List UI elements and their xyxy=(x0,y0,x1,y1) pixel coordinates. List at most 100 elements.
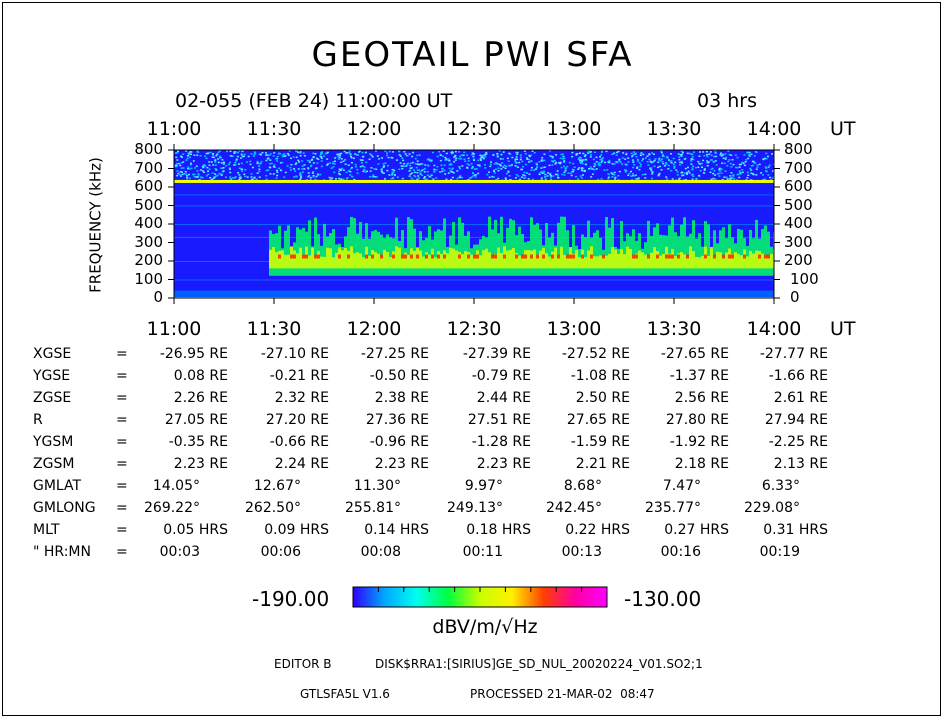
version-label: GTLSFA5L V1.6 xyxy=(300,687,390,701)
orbit-value: 7.47° xyxy=(662,478,701,494)
orbit-value: 0.18 HRS xyxy=(466,522,531,538)
orbit-value: -1.37 RE xyxy=(669,368,729,384)
orbit-value: -27.39 RE xyxy=(462,346,531,362)
orbit-value: -27.10 RE xyxy=(260,346,329,362)
narrowband-line xyxy=(174,179,774,183)
orbit-value: 9.97° xyxy=(464,478,503,494)
low-frequency-band xyxy=(174,290,774,298)
orbit-row-equals: = xyxy=(116,522,128,538)
y-tick-label-left: 400 xyxy=(134,214,163,232)
orbit-row-label: MLT xyxy=(33,522,60,538)
orbit-value: -27.25 RE xyxy=(360,346,429,362)
orbit-value: 27.94 RE xyxy=(764,412,828,428)
x-tick-label-bottom: 11:30 xyxy=(246,318,302,340)
orbit-value: -0.79 RE xyxy=(471,368,531,384)
chart-axes xyxy=(168,144,780,304)
orbit-row-label: ZGSM xyxy=(33,456,75,472)
orbit-value: 6.33° xyxy=(761,478,800,494)
orbit-value: 2.56 RE xyxy=(674,390,729,406)
orbit-value: 0.14 HRS xyxy=(364,522,429,538)
orbit-value: 235.77° xyxy=(645,500,701,516)
orbit-value: -1.08 RE xyxy=(570,368,630,384)
orbit-row-label: GMLONG xyxy=(33,500,96,516)
spectrogram-plot-area xyxy=(174,150,774,298)
x-tick-label-bottom: 11:00 xyxy=(146,318,202,340)
orbit-value: -26.95 RE xyxy=(159,346,228,362)
orbit-value: 242.45° xyxy=(546,500,602,516)
orbit-value: 00:11 xyxy=(462,544,503,560)
orbit-row-label: YGSE xyxy=(33,368,71,384)
orbit-row-equals: = xyxy=(116,500,128,516)
orbit-value: 0.08 RE xyxy=(173,368,228,384)
orbit-value: -0.66 RE xyxy=(269,434,329,450)
orbit-value: -0.50 RE xyxy=(369,368,429,384)
y-tick-label-right: 100 xyxy=(790,269,819,288)
colorbar-max-label: -130.00 xyxy=(624,587,702,611)
x-unit-bottom: UT xyxy=(830,318,856,340)
x-tick-label-top: 11:30 xyxy=(246,118,302,140)
x-tick-label-top: 13:00 xyxy=(546,118,602,140)
x-tick-label-bottom: 12:00 xyxy=(346,318,402,340)
orbit-value: -0.35 RE xyxy=(168,434,228,450)
orbit-value: 14.05° xyxy=(152,478,200,494)
orbit-value: 27.05 RE xyxy=(164,412,228,428)
x-unit-top: UT xyxy=(830,118,856,140)
orbit-value: 262.50° xyxy=(245,500,301,516)
orbit-value: 269.22° xyxy=(144,500,200,516)
orbit-value: 2.24 RE xyxy=(274,456,329,472)
page-title: GEOTAIL PWI SFA xyxy=(311,35,634,75)
orbit-value: 0.27 HRS xyxy=(664,522,729,538)
orbit-row-label: GMLAT xyxy=(33,478,82,494)
orbit-value: 00:13 xyxy=(561,544,602,560)
colorbar-min-label: -190.00 xyxy=(252,587,330,611)
orbit-value: 2.23 RE xyxy=(374,456,429,472)
y-tick-label-left: 100 xyxy=(134,269,163,288)
y-tick-label-left: 700 xyxy=(134,158,163,177)
x-tick-label-top: 14:00 xyxy=(746,118,802,140)
orbit-value: 2.18 RE xyxy=(674,456,729,472)
orbit-row-label: YGSM xyxy=(33,434,74,450)
orbit-row-equals: = xyxy=(116,346,128,362)
orbit-value: 00:16 xyxy=(660,544,701,560)
orbit-row-equals: = xyxy=(116,456,128,472)
orbit-row-label: XGSE xyxy=(33,346,72,362)
y-tick-label-left: 0 xyxy=(153,288,163,306)
orbit-row-equals: = xyxy=(116,544,128,560)
y-tick-label-right: 700 xyxy=(784,158,813,177)
x-tick-label-bottom: 14:00 xyxy=(746,318,802,340)
orbit-value: 00:19 xyxy=(759,544,800,560)
y-tick-label-right: 800 xyxy=(784,140,813,158)
colorbar-unit-label: dBV/m/√Hz xyxy=(432,616,538,638)
x-tick-label-bottom: 13:00 xyxy=(546,318,602,340)
orbit-value: 2.61 RE xyxy=(773,390,828,406)
colorbar xyxy=(352,586,608,608)
orbit-value: 00:03 xyxy=(159,544,200,560)
x-tick-label-bottom: 13:30 xyxy=(646,318,702,340)
x-tick-label-bottom: 12:30 xyxy=(446,318,502,340)
orbit-row-equals: = xyxy=(116,434,128,450)
orbit-value: 8.68° xyxy=(563,478,602,494)
orbit-value: 11.30° xyxy=(353,478,401,494)
orbit-value: 2.50 RE xyxy=(575,390,630,406)
editor-label: EDITOR B xyxy=(274,657,332,671)
orbit-row-label: R xyxy=(33,412,43,428)
y-tick-label-left: 500 xyxy=(134,195,163,214)
orbit-value: -2.25 RE xyxy=(768,434,828,450)
orbit-value: 00:06 xyxy=(260,544,301,560)
y-tick-label-right: 300 xyxy=(784,232,813,251)
orbit-value: -0.21 RE xyxy=(269,368,329,384)
y-tick-label-right: 500 xyxy=(784,195,813,214)
y-tick-label-right: 400 xyxy=(784,214,813,232)
x-tick-label-top: 13:30 xyxy=(646,118,702,140)
orbit-value: 00:08 xyxy=(360,544,401,560)
orbit-row-label: " HR:MN xyxy=(33,544,91,560)
processed-label: PROCESSED 21-MAR-02 08:47 xyxy=(470,687,655,701)
orbit-value: 0.09 HRS xyxy=(264,522,329,538)
orbit-value: 0.05 HRS xyxy=(163,522,228,538)
y-tick-label-left: 800 xyxy=(134,140,163,158)
date-time-label: 02-055 (FEB 24) 11:00:00 UT xyxy=(175,90,453,112)
broadband-emission xyxy=(269,216,774,276)
orbit-value: 27.36 RE xyxy=(365,412,429,428)
x-tick-label-top: 12:00 xyxy=(346,118,402,140)
